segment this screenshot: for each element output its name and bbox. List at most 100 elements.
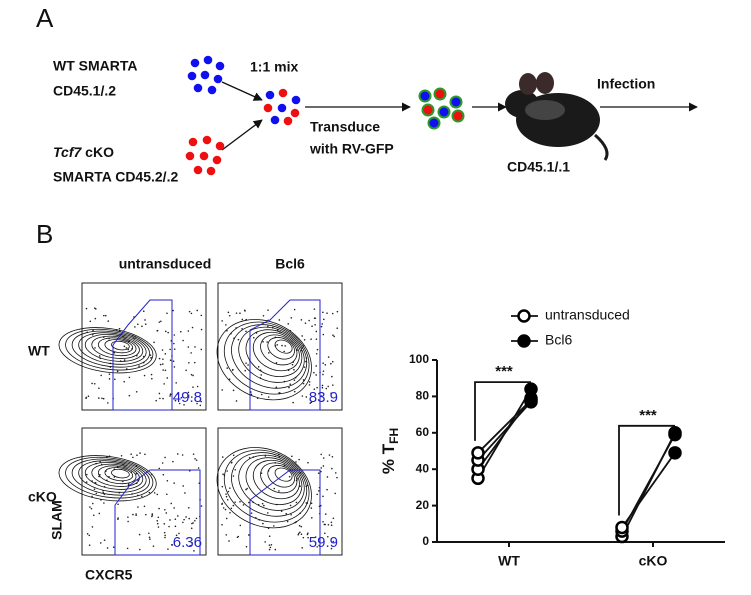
event [197,467,200,469]
event [190,312,193,315]
event [191,326,194,329]
event [307,461,309,464]
cell [433,87,447,101]
event [200,314,203,317]
event [221,523,223,526]
event [187,396,190,398]
contour [104,339,134,354]
contour [231,452,308,517]
event [156,493,159,496]
event [274,548,277,551]
legend-label: untransduced [545,307,630,323]
event [169,393,172,396]
significance: *** [639,407,657,424]
transduce-label: Transduce [310,119,380,135]
cell [278,88,288,98]
infection-label: Infection [597,76,655,92]
gate [249,469,321,556]
event [174,399,177,402]
event [99,460,101,463]
event [221,503,223,505]
event [140,495,143,498]
point [615,520,629,535]
event [280,510,283,512]
bracket [618,424,675,516]
event [161,462,164,464]
event [283,350,285,353]
event [285,512,288,515]
event [320,453,322,456]
event [293,308,296,311]
legend-marker [517,334,531,348]
event [149,538,151,540]
event [132,513,134,516]
event [314,317,317,320]
cell [203,55,213,65]
event [245,488,247,491]
row-label: cKO [28,489,57,505]
event [228,378,231,381]
cell [427,116,441,130]
event [92,514,95,517]
event [169,519,171,521]
event [309,402,312,404]
event [101,397,103,400]
row-label: WT [28,343,50,359]
event [287,323,290,325]
event [300,525,303,528]
event [128,394,131,397]
event [316,493,318,496]
event [190,352,192,354]
event [230,461,233,464]
event [334,472,337,474]
event [177,393,179,395]
gate-value: 59.9 [309,534,338,551]
y-axis-title: % TFH [379,428,401,474]
event [221,320,223,322]
event [167,548,169,550]
event [158,357,161,360]
event [302,382,305,385]
event [322,318,325,321]
event [266,512,269,514]
cell [213,74,223,84]
event [322,373,324,376]
cko-label: SMARTA CD45.2/.2 [53,169,178,185]
event [159,363,162,366]
event [143,374,146,377]
event [117,503,119,506]
point [668,446,682,460]
contour [111,468,130,479]
event [117,517,119,519]
contour [231,324,308,389]
event [230,507,233,510]
contour [216,447,312,529]
event [243,309,246,312]
event [166,479,169,482]
contour [223,449,310,523]
event [262,314,265,317]
cell [451,109,465,123]
event [179,330,182,333]
event [94,317,97,320]
event [151,513,154,515]
event [156,522,159,525]
cell [193,165,203,175]
event [316,348,319,351]
event [144,453,146,456]
event [137,506,139,508]
event [324,364,327,366]
event [176,453,179,455]
event [253,336,255,339]
event [331,360,334,363]
cell [437,105,451,119]
event [104,314,107,317]
event [263,504,265,507]
event [330,362,332,365]
arrows [221,81,698,151]
event [169,395,171,397]
event [182,339,184,342]
event [273,525,275,527]
event [164,534,166,537]
